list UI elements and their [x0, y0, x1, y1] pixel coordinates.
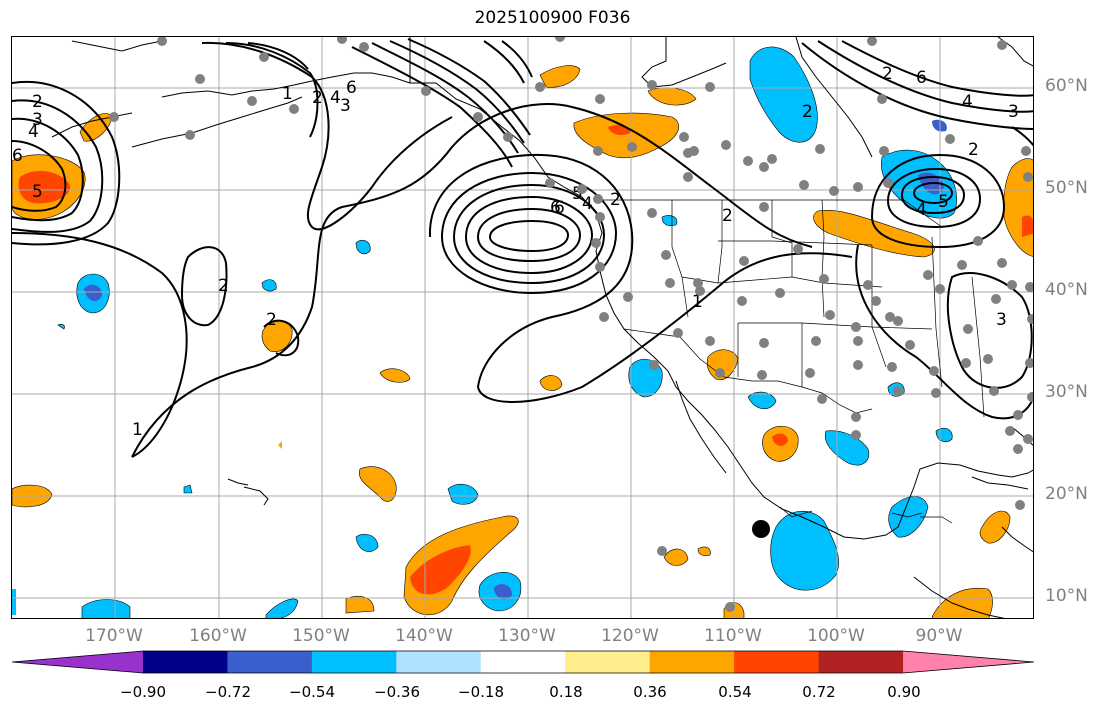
contour-label: 4 [916, 200, 927, 220]
colorbar-tick: −0.36 [374, 683, 420, 701]
lon-label: 140°W [395, 626, 453, 646]
contour-label: 2 [722, 206, 733, 226]
colorbar-tick: −0.72 [205, 683, 251, 701]
contour-label: 6 [12, 146, 23, 166]
lon-label: 170°W [85, 626, 143, 646]
colorbar-segment [649, 651, 735, 673]
contour-label: 4 [582, 194, 593, 214]
contour-label: 5 [938, 192, 949, 212]
lat-label: 10°N [1045, 586, 1088, 606]
colorbar-segment [143, 651, 228, 673]
colorbar-tick: 0.18 [549, 683, 583, 701]
coastlines [51, 37, 1033, 618]
lon-label: 150°W [292, 626, 350, 646]
position-marker[interactable] [752, 520, 770, 538]
lon-label: 160°W [189, 626, 247, 646]
contour-label: 2 [610, 190, 621, 210]
contour-label: 3 [996, 310, 1007, 330]
colorbar-tick: 0.72 [802, 683, 836, 701]
lat-label: 60°N [1045, 76, 1088, 96]
lat-label: 50°N [1045, 178, 1088, 198]
lat-label: 30°N [1045, 382, 1088, 402]
contour-label: 3 [32, 110, 43, 130]
contour-label: 6 [916, 68, 927, 88]
contour-label-group: 2 3 4 6 5 2 1 2 1 2 4 6 3 6 5 4 6 2 2 1 … [12, 64, 1019, 440]
colorbar-tick: −0.54 [289, 683, 335, 701]
lat-label: 40°N [1045, 280, 1088, 300]
colorbar-tick: 0.36 [633, 683, 667, 701]
lon-label: 130°W [498, 626, 556, 646]
contour-label: 1 [692, 292, 703, 312]
contour-label: 3 [340, 96, 351, 116]
contour-label: 2 [882, 64, 893, 84]
contour-label: 2 [312, 88, 323, 108]
contour-label: 3 [1008, 102, 1019, 122]
contour-label: 2 [218, 276, 229, 296]
contour-label: 4 [962, 92, 973, 112]
contour-label: 2 [32, 92, 43, 112]
colorbar-tick: −0.90 [120, 683, 166, 701]
colorbar-segment [396, 651, 482, 673]
contour-label: 2 [802, 102, 813, 122]
colorbar-segment [734, 651, 820, 673]
contour-label: 5 [32, 182, 43, 202]
map-canvas[interactable]: 2 3 4 6 5 2 1 2 1 2 4 6 3 6 5 4 6 2 2 1 … [12, 37, 1034, 619]
lon-label: 120°W [601, 626, 659, 646]
contour-label: 4 [28, 122, 39, 142]
colorbar-segment [480, 651, 566, 673]
colorbar-segment [227, 651, 313, 673]
contour-label: 2 [266, 310, 277, 330]
lon-label: 100°W [807, 626, 865, 646]
colorbar [11, 650, 1035, 674]
contour-lines [12, 38, 1033, 458]
contour-label: 5 [572, 184, 583, 204]
contour-label: 6 [554, 198, 565, 218]
colorbar-segment [565, 651, 651, 673]
map-frame[interactable]: 2 3 4 6 5 2 1 2 1 2 4 6 3 6 5 4 6 2 2 1 … [11, 36, 1034, 619]
colorbar-segment [12, 651, 143, 673]
contour-label: 6 [346, 78, 357, 98]
colorbar-tick: 0.90 [887, 683, 921, 701]
contour-label: 2 [968, 140, 979, 160]
colorbar-segment [818, 651, 904, 673]
colorbar-segment [311, 651, 397, 673]
colorbar-tick: −0.18 [458, 683, 504, 701]
contour-label: 6 [550, 198, 561, 218]
lon-label: 110°W [704, 626, 762, 646]
contour-label: 1 [132, 420, 143, 440]
anomaly-shading [12, 46, 1033, 618]
colorbar-tick: 0.54 [718, 683, 752, 701]
contour-label: 1 [282, 84, 293, 104]
map-title: 2025100900 F036 [474, 8, 631, 28]
contour-label: 4 [330, 88, 341, 108]
lon-label: 90°W [915, 626, 963, 646]
lat-label: 20°N [1045, 484, 1088, 504]
colorbar-segment [903, 651, 1034, 673]
station-dots [109, 37, 1033, 612]
